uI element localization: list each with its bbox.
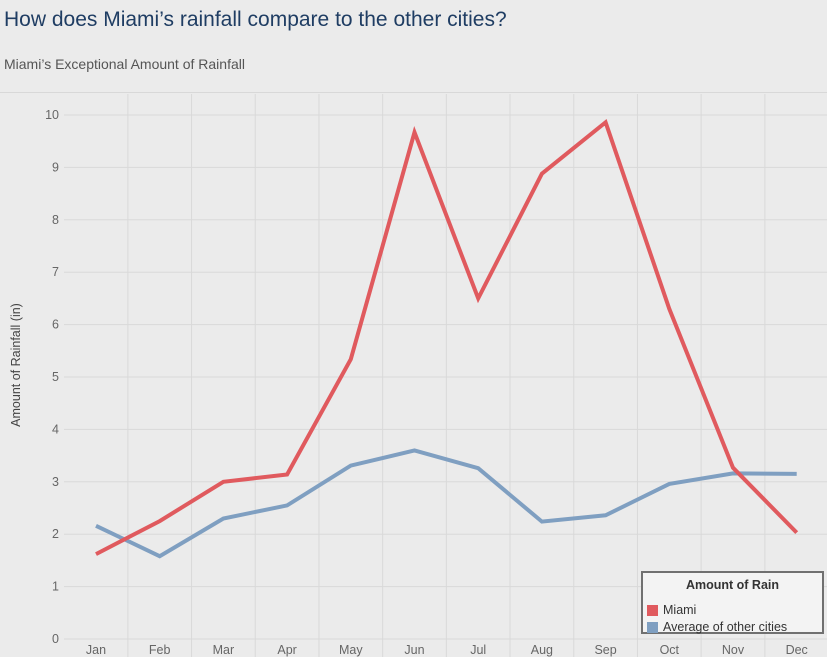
- y-tick-label: 9: [52, 160, 59, 174]
- y-tick-label: 3: [52, 475, 59, 489]
- legend-label-average: Average of other cities: [663, 620, 788, 634]
- legend-swatch-miami: [647, 604, 658, 616]
- header-divider: [0, 92, 827, 93]
- chart-title: How does Miami’s rainfall compare to the…: [4, 8, 507, 31]
- series-lines: [95, 118, 799, 559]
- x-tick-label: Aug: [531, 643, 553, 657]
- x-tick-label: Oct: [660, 643, 680, 657]
- y-tick-label: 10: [45, 108, 59, 122]
- legend-label-miami: Miami: [663, 603, 697, 617]
- y-tick-label: 0: [52, 632, 59, 646]
- y-tick-label: 6: [52, 318, 59, 332]
- legend-item-miami[interactable]: Miami: [647, 603, 696, 617]
- grid-lines: [64, 94, 827, 657]
- legend-swatch-average: [647, 621, 658, 633]
- legend-item-average[interactable]: Average of other cities: [647, 620, 787, 634]
- legend-title: Amount of Rain: [685, 578, 780, 592]
- x-tick-label: Apr: [277, 643, 296, 657]
- y-tick-label: 4: [52, 422, 59, 436]
- series-line-miami[interactable]: [95, 118, 799, 556]
- legend: Amount of Rain Miami Average of other ci…: [641, 571, 824, 634]
- y-tick-label: 1: [52, 580, 59, 594]
- y-tick-label: 7: [52, 265, 59, 279]
- y-axis-title: Amount of Rainfall (in): [9, 303, 23, 427]
- x-tick-label: Nov: [722, 643, 745, 657]
- x-tick-label: Sep: [594, 643, 616, 657]
- y-tick-label: 5: [52, 370, 59, 384]
- y-axis-ticks: 0 1 2 3 4 5 6 7 8 9 10: [45, 108, 59, 646]
- x-tick-label: Mar: [213, 643, 235, 657]
- x-tick-label: Jun: [404, 643, 424, 657]
- x-tick-label: Dec: [786, 643, 808, 657]
- chart-subtitle: Miami’s Exceptional Amount of Rainfall: [4, 56, 245, 72]
- x-tick-label: May: [339, 643, 363, 657]
- y-tick-label: 8: [52, 213, 59, 227]
- x-tick-label: Jul: [470, 643, 486, 657]
- series-line-average[interactable]: [95, 448, 797, 559]
- x-tick-label: Jan: [86, 643, 106, 657]
- x-tick-label: Feb: [149, 643, 171, 657]
- y-tick-label: 2: [52, 527, 59, 541]
- x-axis-ticks: Jan Feb Mar Apr May Jun Jul Aug Sep Oct Nov Dec: [86, 643, 808, 657]
